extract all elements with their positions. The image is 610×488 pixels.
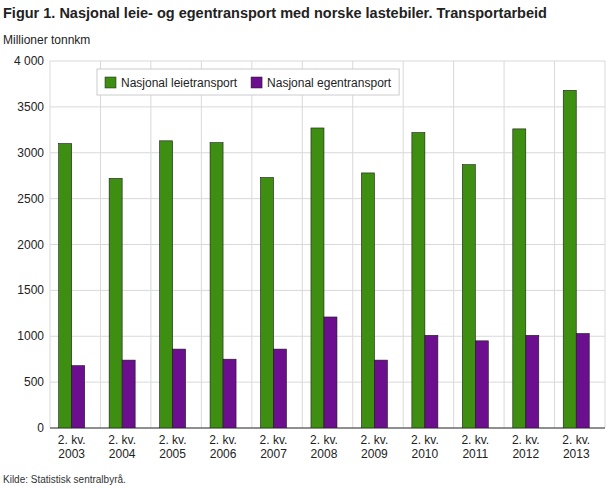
- x-tick-label-line: 2004: [109, 447, 136, 461]
- x-tick-label: 2. kv.2009: [361, 433, 389, 461]
- y-axis-label: Millioner tonnkm: [3, 33, 90, 47]
- category-grid-line: [352, 61, 353, 428]
- y-tick-label: 1500: [17, 283, 44, 297]
- x-tick-label-line: 2. kv.: [310, 433, 338, 447]
- bar: [274, 349, 287, 428]
- x-tick-label-line: 2. kv.: [361, 433, 389, 447]
- bar: [374, 360, 387, 428]
- bar: [412, 133, 425, 428]
- category-grid-line: [605, 61, 606, 428]
- x-tick-label-line: 2011: [462, 447, 488, 461]
- grid-line: [50, 106, 605, 107]
- grid: [50, 61, 605, 428]
- bar: [513, 129, 526, 428]
- category-grid-line: [554, 61, 555, 428]
- bar: [425, 335, 438, 428]
- y-tick-label: 2000: [17, 238, 44, 252]
- bar: [526, 335, 539, 428]
- x-tick-label: 2. kv.2012: [512, 433, 540, 461]
- category-grid-line: [403, 61, 404, 428]
- x-tick-label-line: 2008: [311, 447, 338, 461]
- x-tick-label-line: 2006: [210, 447, 237, 461]
- category-grid-line: [453, 61, 454, 428]
- bar: [576, 333, 589, 428]
- x-tick-label: 2. kv.2004: [108, 433, 136, 461]
- bar: [475, 341, 488, 428]
- x-tick-label-line: 2. kv.: [512, 433, 540, 447]
- y-tick-label: 2500: [17, 192, 44, 206]
- x-tick-label-line: 2003: [58, 447, 85, 461]
- x-tick-label: 2. kv.2006: [209, 433, 237, 461]
- bar: [361, 173, 374, 428]
- x-tick-label-line: 2013: [563, 447, 590, 461]
- y-tick-label: 1000: [17, 329, 44, 343]
- bar: [210, 143, 223, 428]
- category-grid-line: [302, 61, 303, 428]
- y-tick-label: 3500: [17, 100, 44, 114]
- legend-box: [97, 69, 399, 95]
- bar: [261, 178, 274, 428]
- category-grid-line: [50, 61, 51, 428]
- x-tick-label-line: 2. kv.: [411, 433, 439, 447]
- x-tick-label: 2. kv.2010: [411, 433, 439, 461]
- x-tick-label-line: 2. kv.: [108, 433, 136, 447]
- y-tick-label: 4 000: [14, 54, 44, 68]
- x-tick-label-line: 2. kv.: [562, 433, 590, 447]
- y-tick-label: 3000: [17, 146, 44, 160]
- bar: [223, 359, 236, 428]
- x-tick-label-line: 2. kv.: [159, 433, 187, 447]
- x-tick-label-line: 2. kv.: [260, 433, 288, 447]
- y-tick-label: 0: [37, 421, 44, 435]
- x-tick-label: 2. kv.2008: [310, 433, 338, 461]
- legend-swatch: [251, 77, 262, 88]
- bar: [563, 90, 576, 428]
- title: Figur 1. Nasjonal leie- og egentransport…: [3, 5, 547, 21]
- x-tick-label-line: 2005: [159, 447, 186, 461]
- x-tick-label: 2. kv.2007: [260, 433, 288, 461]
- legend-label: Nasjonal egentransport: [267, 76, 392, 90]
- x-tick-label-line: 2009: [361, 447, 388, 461]
- grid-line: [50, 61, 605, 62]
- legend-label: Nasjonal leietransport: [121, 76, 238, 90]
- bar: [109, 178, 122, 428]
- bar: [462, 165, 475, 428]
- x-tick-label-line: 2. kv.: [461, 433, 489, 447]
- x-tick-label-line: 2. kv.: [58, 433, 86, 447]
- category-grid-line: [150, 61, 151, 428]
- x-tick-label: 2. kv.2013: [562, 433, 590, 461]
- bar: [122, 360, 135, 428]
- category-grid-line: [504, 61, 505, 428]
- legend: Nasjonal leietransport Nasjonal egentrans…: [97, 69, 399, 95]
- x-tick-label: 2. kv.2003: [58, 433, 86, 461]
- x-tick-label-line: 2010: [412, 447, 439, 461]
- bar: [59, 144, 72, 428]
- x-tick-label-line: 2007: [260, 447, 287, 461]
- bar: [173, 349, 186, 428]
- category-grid-line: [251, 61, 252, 428]
- x-tick-label: 2. kv.2005: [159, 433, 187, 461]
- bar: [160, 141, 173, 428]
- bar: [72, 366, 85, 428]
- x-tick-label-line: 2012: [512, 447, 539, 461]
- category-grid-line: [201, 61, 202, 428]
- bar: [324, 317, 337, 428]
- chart: Figur 1. Nasjonal leie- og egentransport…: [0, 0, 610, 488]
- source: Kilde: Statistisk sentralbyrå.: [3, 474, 126, 485]
- x-tick-label: 2. kv.2011: [461, 433, 489, 461]
- x-tick-label-line: 2. kv.: [209, 433, 237, 447]
- y-tick-label: 500: [24, 375, 44, 389]
- bar: [311, 128, 324, 428]
- bars: [59, 90, 590, 428]
- legend-swatch: [105, 77, 116, 88]
- category-grid-line: [100, 61, 101, 428]
